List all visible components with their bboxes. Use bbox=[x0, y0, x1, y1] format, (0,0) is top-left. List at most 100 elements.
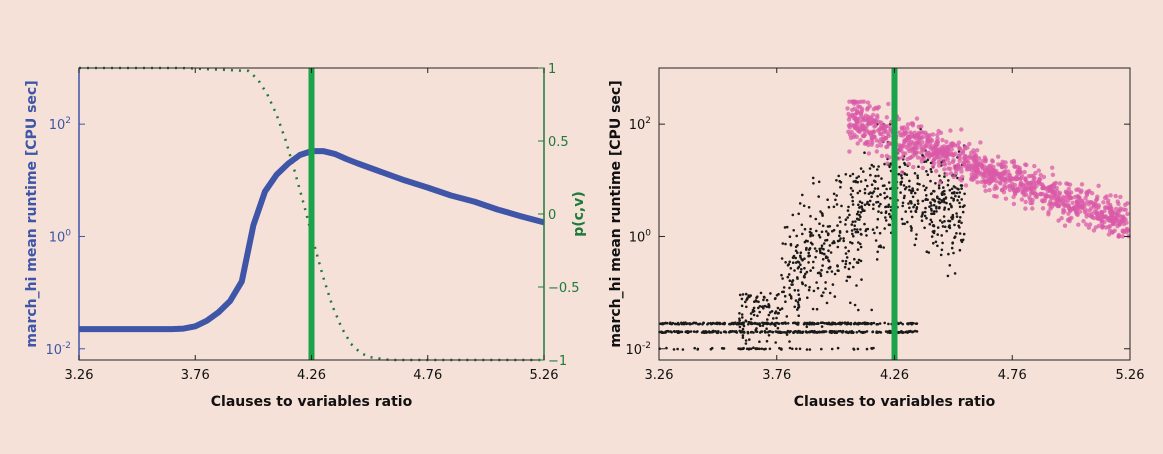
scatter-point-black bbox=[792, 229, 795, 232]
scatter-point-black bbox=[906, 220, 909, 224]
scatter-point-black bbox=[958, 219, 961, 223]
scatter-point-black bbox=[898, 165, 901, 169]
scatter-point-black bbox=[884, 216, 887, 219]
scatter-point-pink bbox=[874, 149, 879, 154]
scatter-point-black bbox=[788, 235, 792, 238]
scatter-point-black bbox=[883, 227, 886, 230]
scatter-point-black bbox=[933, 199, 937, 203]
scatter-point-black bbox=[929, 201, 932, 205]
scatter-point-black bbox=[883, 184, 886, 187]
scatter-point-pink bbox=[1049, 187, 1054, 192]
scatter-point-black bbox=[855, 176, 858, 180]
scatter-point-black bbox=[876, 187, 880, 190]
scatter-point-black bbox=[805, 348, 809, 351]
scatter-point-black bbox=[738, 293, 742, 297]
scatter-point-pink bbox=[1118, 218, 1124, 224]
scatter-point-pink bbox=[1074, 211, 1080, 217]
scatter-point-black bbox=[932, 203, 936, 207]
scatter-point-black bbox=[945, 229, 948, 233]
scatter-point-pink bbox=[851, 101, 857, 107]
scatter-point-pink bbox=[882, 123, 887, 128]
scatter-point-black bbox=[923, 226, 926, 230]
scatter-point-black bbox=[838, 216, 841, 219]
scatter-point-pink bbox=[945, 151, 950, 156]
scatter-point-pink bbox=[876, 104, 881, 110]
scatter-point-black bbox=[852, 234, 855, 238]
scatter-point-black bbox=[951, 213, 955, 217]
scatter-point-black bbox=[840, 330, 844, 334]
scatter-point-pink bbox=[940, 146, 945, 152]
scatter-point-black bbox=[925, 250, 929, 253]
scatter-point-black bbox=[756, 314, 759, 318]
scatter-point-pink bbox=[877, 127, 882, 132]
scatter-point-pink bbox=[948, 128, 953, 133]
scatter-point-pink bbox=[930, 132, 936, 137]
scatter-point-black bbox=[843, 322, 847, 325]
scatter-point-pink bbox=[935, 132, 940, 138]
scatter-point-pink bbox=[921, 148, 926, 153]
scatter-point-black bbox=[940, 248, 944, 252]
scatter-point-pink bbox=[872, 135, 877, 140]
scatter-point-black bbox=[857, 241, 860, 244]
scatter-point-black bbox=[745, 347, 749, 351]
scatter-point-black bbox=[874, 174, 877, 178]
scatter-point-pink bbox=[872, 118, 877, 123]
scatter-point-black bbox=[859, 245, 863, 249]
scatter-point-black bbox=[918, 183, 921, 186]
scatter-point-black bbox=[858, 322, 862, 325]
scatter-point-pink bbox=[1057, 181, 1063, 186]
scatter-point-black bbox=[916, 174, 919, 177]
scatter-point-pink bbox=[1119, 214, 1124, 220]
scatter-point-black bbox=[930, 212, 933, 216]
scatter-point-pink bbox=[1023, 206, 1028, 211]
scatter-point-pink bbox=[1107, 206, 1112, 211]
scatter-point-black bbox=[707, 330, 710, 334]
scatter-point-black bbox=[877, 205, 881, 208]
scatter-point-black bbox=[955, 191, 959, 195]
scatter-point-black bbox=[856, 230, 860, 234]
scatter-point-black bbox=[901, 322, 904, 326]
scatter-point-black bbox=[762, 298, 765, 302]
scatter-point-pink bbox=[1113, 193, 1118, 199]
scatter-point-black bbox=[950, 196, 953, 200]
scatter-point-black bbox=[738, 312, 741, 315]
scatter-point-black bbox=[850, 330, 853, 333]
scatter-point-pink bbox=[953, 151, 958, 156]
scatter-point-black bbox=[798, 202, 802, 205]
scatter-point-black bbox=[846, 275, 850, 279]
scatter-point-black bbox=[766, 331, 770, 334]
x-tick-label: 4.26 bbox=[297, 368, 326, 383]
scatter-point-pink bbox=[987, 164, 992, 169]
scatter-point-black bbox=[912, 322, 915, 325]
scatter-point-pink bbox=[1022, 169, 1027, 175]
scatter-point-pink bbox=[862, 133, 867, 139]
scatter-point-black bbox=[832, 240, 836, 243]
scatter-point-pink bbox=[997, 180, 1002, 185]
scatter-point-pink bbox=[1040, 191, 1045, 197]
scatter-point-black bbox=[889, 330, 892, 334]
scatter-point-black bbox=[796, 323, 800, 326]
scatter-point-black bbox=[815, 229, 818, 233]
scatter-point-pink bbox=[1096, 223, 1101, 229]
scatter-point-black bbox=[863, 203, 867, 207]
scatter-point-black bbox=[693, 346, 696, 350]
scatter-point-pink bbox=[1026, 181, 1031, 186]
scatter-point-black bbox=[844, 252, 848, 255]
scatter-point-black bbox=[674, 322, 677, 326]
scatter-point-black bbox=[950, 191, 954, 195]
scatter-point-pink bbox=[1029, 185, 1034, 191]
scatter-point-black bbox=[834, 198, 837, 202]
scatter-point-black bbox=[774, 341, 777, 344]
scatter-point-black bbox=[877, 245, 881, 248]
scatter-point-pink bbox=[975, 170, 980, 175]
scatter-point-black bbox=[959, 216, 962, 219]
scatter-point-black bbox=[943, 200, 946, 204]
scatter-point-pink bbox=[850, 112, 855, 118]
scatter-point-pink bbox=[1023, 199, 1028, 205]
scatter-point-black bbox=[786, 322, 790, 325]
scatter-point-black bbox=[848, 213, 851, 217]
right-tick-label: 1 bbox=[548, 62, 556, 77]
scatter-point-black bbox=[937, 184, 941, 187]
scatter-point-black bbox=[853, 303, 857, 307]
